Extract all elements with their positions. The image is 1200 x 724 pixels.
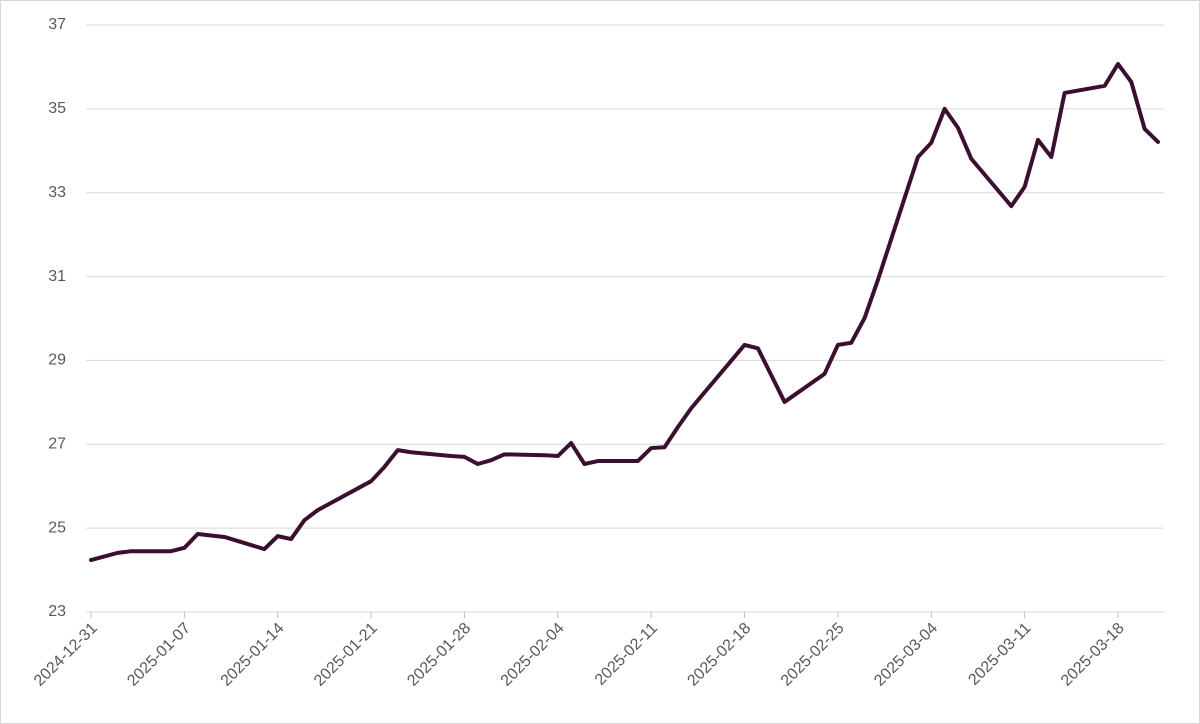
line-series — [89, 61, 1160, 563]
y-tick-label: 33 — [48, 184, 66, 201]
y-tick-label: 35 — [48, 100, 66, 117]
y-tick-label: 37 — [48, 16, 66, 33]
y-tick-label: 25 — [48, 519, 66, 536]
y-tick-label: 29 — [48, 352, 66, 369]
y-tick-label: 31 — [48, 268, 66, 285]
y-tick-label: 23 — [48, 603, 66, 620]
y-tick-label: 27 — [48, 436, 66, 453]
